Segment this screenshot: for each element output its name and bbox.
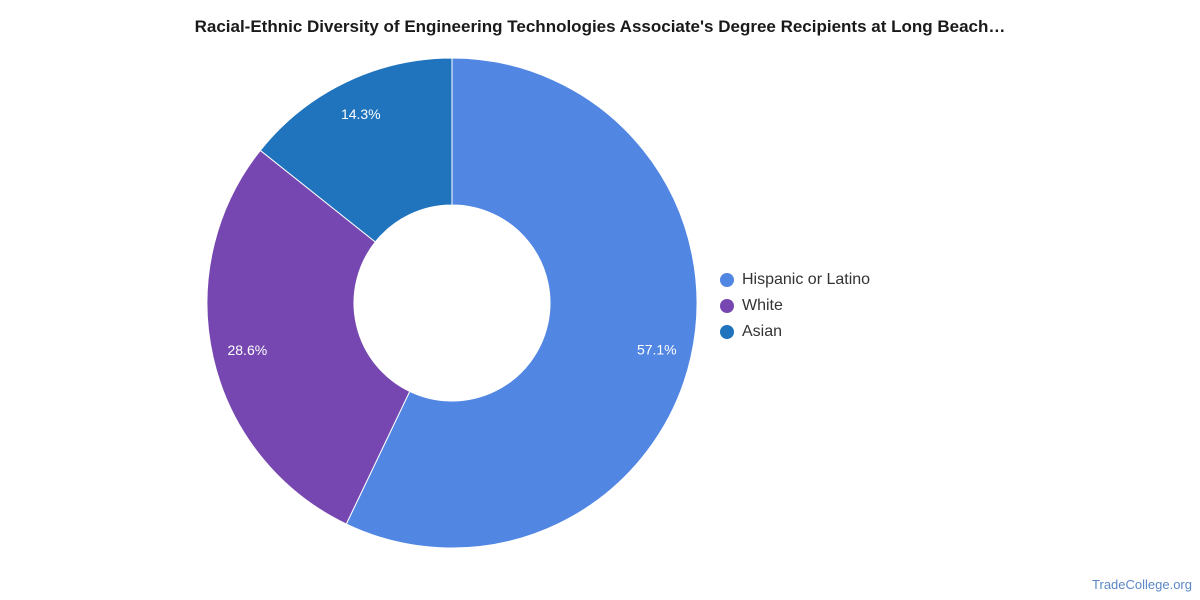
slice-white[interactable] [206, 149, 411, 525]
legend-item-hispanic-or-latino[interactable]: Hispanic or Latino [720, 267, 870, 293]
slice-label-hispanic-or-latino: 57.1% [637, 341, 677, 357]
watermark[interactable]: TradeCollege.org [1092, 577, 1192, 592]
slice-hispanic-or-latino[interactable] [345, 57, 698, 549]
legend-swatch-hispanic-or-latino [720, 273, 734, 287]
legend-label-hispanic-or-latino: Hispanic or Latino [742, 271, 871, 288]
slice-label-white: 28.6% [227, 342, 267, 358]
legend-item-white[interactable]: White [720, 293, 870, 319]
slice-asian[interactable] [259, 57, 453, 243]
chart-legend: Hispanic or Latino White Asian [720, 267, 870, 345]
legend-label-white: White [742, 297, 783, 314]
chart-title: Racial-Ethnic Diversity of Engineering T… [194, 17, 1006, 36]
legend-swatch-asian [720, 325, 734, 339]
slice-label-asian: 14.3% [341, 106, 381, 122]
legend-item-asian[interactable]: Asian [720, 319, 870, 345]
legend-label-asian: Asian [742, 323, 783, 340]
legend-swatch-white [720, 299, 734, 313]
